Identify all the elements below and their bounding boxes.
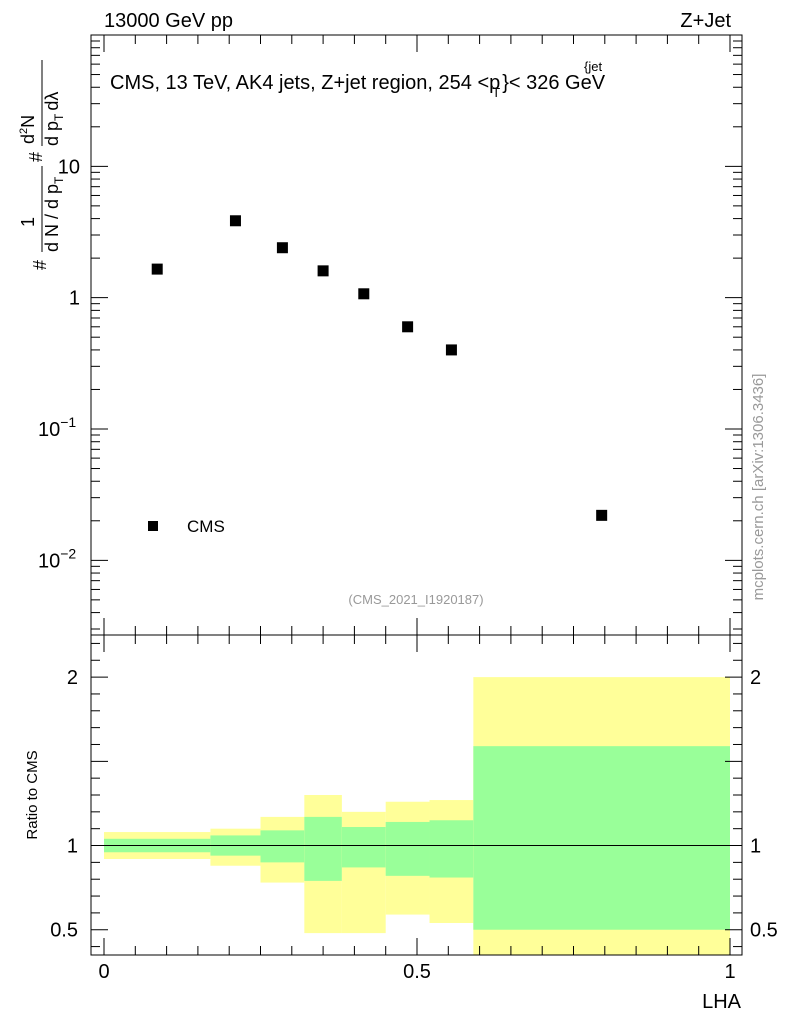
main-y-tick-label-exp: −2 (60, 545, 76, 561)
ylabel-hash2: # (26, 152, 46, 162)
chart-title-end: }< 326 GeV (502, 72, 606, 94)
main-y-tick-label-base: 10 (38, 550, 60, 572)
ylabel-hash: # (30, 260, 50, 270)
ratio-ylabel: Ratio to CMS (24, 750, 41, 839)
ratio-stat-band (341, 827, 386, 868)
main-y-tick-label-base: 10 (38, 419, 60, 441)
data-point (151, 263, 163, 275)
ylabel-frac-den-dl: dλ (42, 92, 62, 111)
x-tick-label: 1 (724, 961, 735, 983)
ylabel-frac-den-sub: T (52, 113, 66, 121)
main-plot-area (151, 215, 608, 521)
ylabel-frac-num-sup: 2 (18, 128, 30, 134)
chart-title-main: CMS, 13 TeV, AK4 jets, Z+jet region, 254… (110, 72, 500, 94)
main-frame (90, 34, 743, 636)
ratio-bands (104, 677, 730, 955)
ratio-y-tick-label-left: 0.5 (50, 920, 78, 942)
svg-text:d pTdλ: d pTdλ (42, 92, 66, 146)
main-y-tick-label: 10−1 (38, 414, 76, 441)
header-left: 13000 GeV pp (104, 10, 233, 32)
data-point (596, 509, 608, 521)
data-point (445, 344, 457, 356)
main-ylabel: # 1 d N / d pT # d2N d pTdλ (18, 60, 66, 270)
data-point (358, 288, 370, 300)
ylabel-frac-num: d (18, 134, 38, 144)
main-y-tick-label-exp: −1 (60, 414, 76, 430)
data-point (229, 215, 241, 227)
analysis-annotation: (CMS_2021_I1920187) (348, 592, 483, 607)
svg-text:d N / d pT: d N / d pT (42, 176, 66, 252)
data-point (402, 321, 414, 333)
ratio-stat-band (385, 821, 430, 876)
main-y-tick-label: 10−2 (38, 545, 76, 572)
ratio-y-tick-label-left: 1 (67, 836, 78, 858)
legend-label: CMS (187, 517, 225, 536)
ratio-y-tick-label-right: 1 (750, 836, 761, 858)
ylabel-frac-num-n: N (18, 115, 38, 128)
data-point (317, 265, 329, 277)
ratio-frame (90, 634, 743, 956)
ratio-stat-band (304, 816, 342, 881)
ylabel-frac-den: d p (42, 121, 62, 146)
main-y-tick-label: 1 (69, 288, 80, 310)
ratio-stat-band (429, 820, 474, 878)
chart-title-sup: {jet (584, 59, 602, 74)
ratio-stat-band (260, 830, 305, 863)
data-point (276, 242, 288, 254)
ylabel-den: d N / d p (42, 184, 62, 252)
x-tick-label: 0 (98, 961, 109, 983)
chart-title: CMS, 13 TeV, AK4 jets, Z+jet region, 254… (110, 72, 606, 100)
x-tick-label: 0.5 (403, 961, 431, 983)
ratio-stat-band (473, 746, 730, 930)
ratio-y-tick-label-right: 0.5 (750, 920, 778, 942)
svg-text:d2N: d2N (18, 115, 38, 144)
svg-text:#: # (30, 260, 50, 270)
watermark: mcplots.cern.ch [arXiv:1306.3436] (750, 374, 767, 601)
main-y-tick-label: 10 (58, 156, 80, 178)
x-axis-label: LHA (702, 991, 742, 1013)
ratio-axes: 0.5 0.5 1 1 2 2 0 0.5 1 (50, 635, 778, 983)
ratio-y-tick-label-right: 2 (750, 667, 761, 689)
legend-marker (148, 521, 158, 531)
ylabel-den-sub: T (52, 176, 66, 184)
header-right: Z+Jet (680, 10, 731, 32)
chart-title-sub: T (492, 85, 500, 100)
ratio-y-tick-label-left: 2 (67, 667, 78, 689)
ylabel-one: 1 (18, 217, 38, 227)
